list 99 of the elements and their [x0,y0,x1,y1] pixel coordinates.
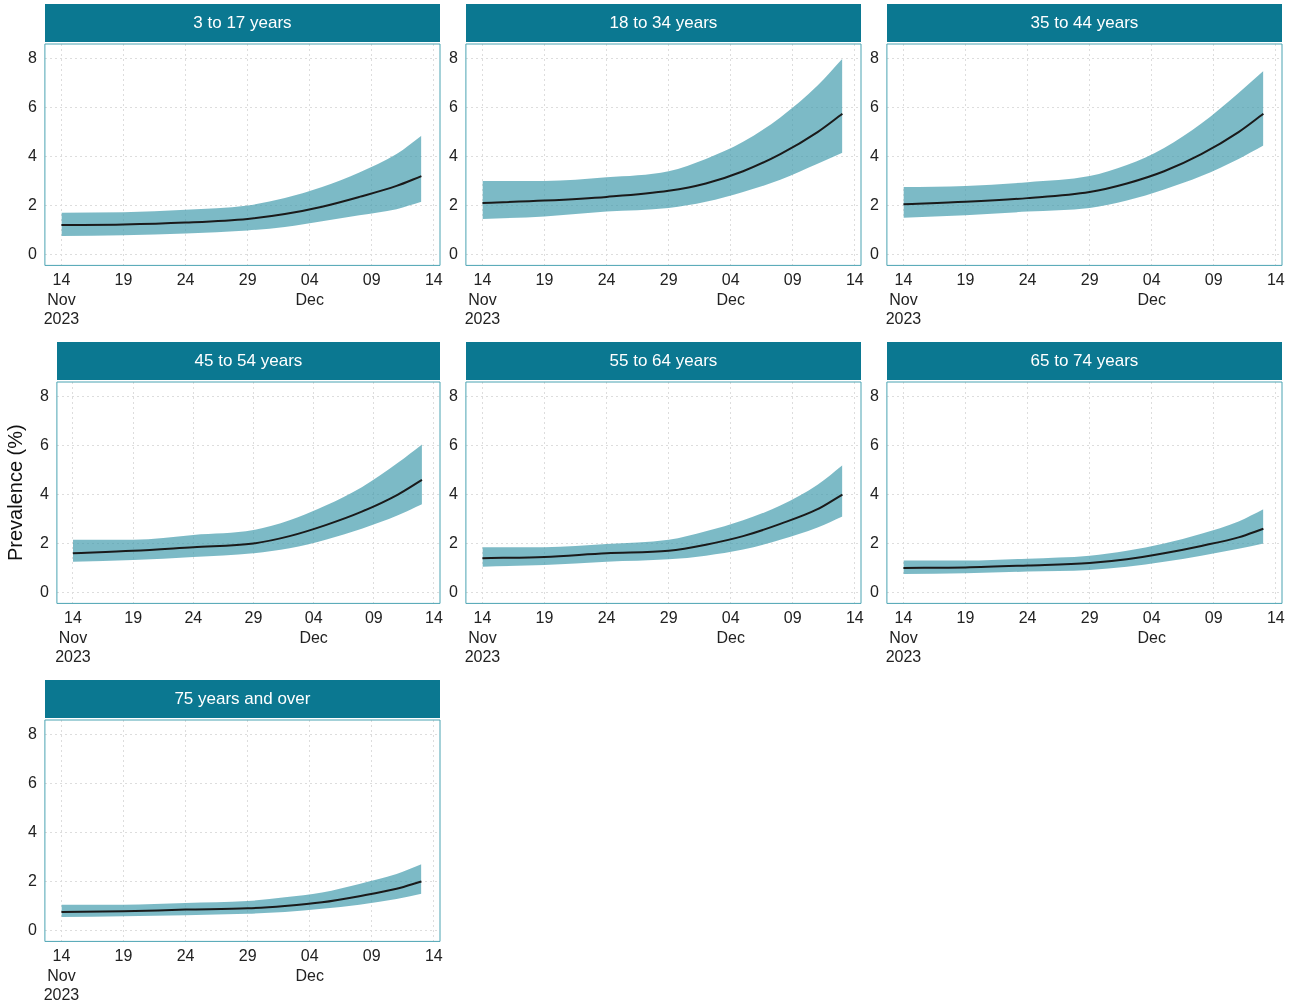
x-tick-label: 09 [783,271,802,289]
y-tick-label: 8 [27,725,37,743]
y-tick-label: 4 [39,484,49,502]
x-tick-label: 04 Dec [716,609,745,646]
x-tick-label: 14 [845,271,864,289]
x-tick-label: 14 Nov 2023 [885,271,922,327]
line-series [60,175,423,227]
y-tick-label: 2 [27,871,37,889]
chart-title: 45 to 54 years [56,342,440,380]
x-tick-label: 09 [783,609,802,627]
x-tick-label: 14 [425,609,443,627]
line-series [71,478,423,555]
x-tick-label: 19 [956,271,975,289]
x-tick-label: 24 [597,271,616,289]
x-tick-label: 09 [1204,271,1223,289]
x-tick-label: 24 [176,271,195,289]
y-tick-label: 2 [27,195,37,213]
x-tick-label: 14 Nov 2023 [43,271,80,327]
y-tick-label: 2 [869,195,879,213]
line-series [60,880,423,914]
y-tick-label: 0 [448,582,458,600]
x-tick-label: 04 Dec [295,271,324,308]
y-tick-label: 6 [27,98,37,116]
x-tick-label: 19 [535,609,554,627]
y-tick-label: 6 [448,98,458,116]
x-tick-label: 09 [1204,609,1223,627]
chart-title: 65 to 74 years [886,342,1282,380]
x-tick-label: 24 [597,609,616,627]
y-tick-label: 6 [39,436,49,454]
line-series [481,112,844,205]
chart-title: 3 to 17 years [44,4,440,42]
y-tick-label: 4 [869,484,879,502]
x-tick-label: 19 [956,609,975,627]
x-tick-label: 14 Nov 2023 [464,609,501,665]
y-tick-label: 4 [27,146,37,164]
y-tick-label: 0 [869,582,879,600]
y-tick-label: 8 [448,387,458,405]
y-tick-label: 0 [448,244,458,262]
chart-title: 18 to 34 years [465,4,861,42]
x-tick-label: 29 [659,271,678,289]
line-series [481,493,844,560]
y-tick-label: 0 [27,920,37,938]
x-tick-label: 14 [1266,271,1285,289]
x-tick-label: 24 [1018,271,1037,289]
y-tick-label: 2 [869,533,879,551]
y-tick-label: 8 [27,49,37,67]
x-tick-label: 04 Dec [1137,609,1166,646]
x-tick-label: 09 [364,609,383,627]
y-tick-label: 4 [448,146,458,164]
y-tick-label: 4 [27,822,37,840]
y-tick-label: 2 [448,533,458,551]
x-tick-label: 14 [1266,609,1285,627]
y-tick-label: 6 [869,98,879,116]
x-tick-label: 19 [114,271,133,289]
x-tick-label: 09 [362,271,381,289]
line-series [902,112,1265,206]
y-tick-label: 6 [869,436,879,454]
y-tick-label: 6 [448,436,458,454]
x-tick-label: 24 [184,609,203,627]
x-tick-label: 14 Nov 2023 [885,609,922,665]
chart-title: 35 to 44 years [886,4,1282,42]
x-tick-label: 29 [1080,609,1099,627]
line-series [902,527,1265,569]
y-tick-label: 2 [448,195,458,213]
x-tick-label: 14 Nov 2023 [43,947,80,1003]
x-tick-label: 29 [238,271,257,289]
y-tick-label: 0 [27,244,37,262]
x-tick-label: 09 [362,947,381,965]
x-tick-label: 14 [845,609,864,627]
x-tick-label: 19 [114,947,133,965]
y-axis-title: Prevalence (%) [3,424,26,562]
x-tick-label: 04 Dec [1137,271,1166,308]
x-tick-label: 04 Dec [295,947,324,984]
x-tick-label: 14 Nov 2023 [55,609,91,665]
x-tick-label: 29 [244,609,263,627]
y-tick-label: 4 [869,146,879,164]
y-tick-label: 2 [39,533,49,551]
y-tick-label: 8 [448,49,458,67]
x-tick-label: 24 [176,947,195,965]
x-tick-label: 24 [1018,609,1037,627]
chart-title: 55 to 64 years [465,342,861,380]
y-tick-label: 8 [869,49,879,67]
y-tick-label: 8 [39,387,49,405]
x-tick-label: 29 [659,609,678,627]
x-tick-label: 04 Dec [299,609,328,646]
x-tick-label: 29 [1080,271,1099,289]
x-tick-label: 14 Nov 2023 [464,271,501,327]
chart-title: 75 years and over [44,680,440,718]
y-tick-label: 4 [448,484,458,502]
x-tick-label: 14 [424,947,443,965]
y-tick-label: 0 [869,244,879,262]
x-tick-label: 29 [238,947,257,965]
x-tick-label: 04 Dec [716,271,745,308]
y-tick-label: 8 [869,387,879,405]
x-tick-label: 19 [535,271,554,289]
y-tick-label: 0 [39,582,49,600]
x-tick-label: 14 [424,271,443,289]
y-tick-label: 6 [27,774,37,792]
x-tick-label: 19 [124,609,143,627]
